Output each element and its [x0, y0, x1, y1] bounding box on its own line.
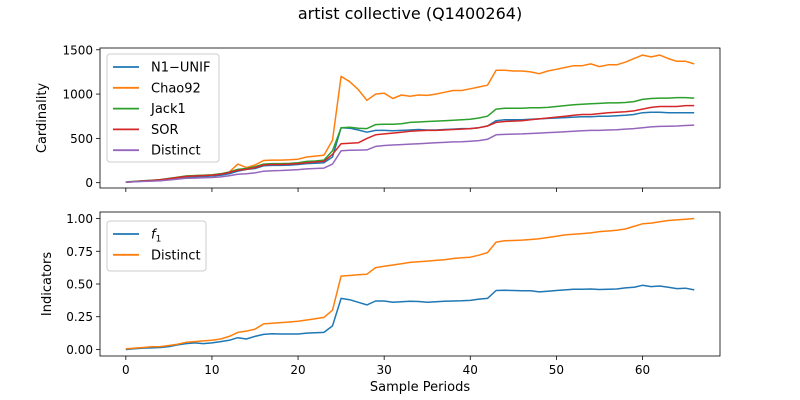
x-tick-label: 40: [463, 363, 478, 377]
x-tick-label: 50: [549, 363, 564, 377]
x-tick-label: 60: [635, 363, 650, 377]
legend: f1 Distinct: [106, 220, 207, 272]
indicators-chart: 0 10 20 30 40 50 60 0.00 0.25 0.50 0.75 1.00 Indicat…: [40, 211, 721, 395]
y-axis-label: Indicators: [40, 252, 55, 316]
y-tick-label: 1500: [62, 43, 93, 57]
series-line-distinct: [125, 124, 695, 183]
y-tick-label: 0.25: [66, 310, 93, 324]
y-tick-label: 0: [85, 176, 93, 190]
series-line-f1: [125, 284, 695, 351]
series-line-sor: [125, 104, 695, 183]
legend-label: Distinct: [151, 144, 201, 159]
legend-label: f1: [151, 228, 161, 245]
legend: N1−UNIF Chao92 Jack1 SOR Distinct: [106, 53, 220, 163]
y-tick-label: 500: [70, 132, 93, 146]
legend-label: Distinct: [151, 248, 201, 263]
x-tick-label: 0: [122, 363, 130, 377]
cardinality-chart: 0 500 1000 1500 Cardinality N1−UNIF Chao92 Jack…: [35, 43, 721, 192]
legend-label: Jack1: [150, 102, 186, 117]
y-axis-label: Cardinality: [35, 83, 50, 154]
x-tick-label: 10: [204, 363, 219, 377]
series-line-distinct: [125, 217, 695, 350]
figure-title: artist collective (Q1400264): [298, 4, 522, 23]
y-tick-label: 0.75: [66, 245, 93, 259]
y-tick-label: 1000: [62, 88, 93, 102]
legend-box: [106, 53, 220, 163]
y-tick-label: 0.50: [66, 278, 93, 292]
legend-label: SOR: [151, 123, 179, 138]
y-tick-label: 0.00: [66, 343, 93, 357]
legend-label: Chao92: [151, 81, 201, 96]
x-axis-label: Sample Periods: [370, 380, 470, 395]
x-tick-label: 20: [290, 363, 305, 377]
y-tick-label: 1.00: [66, 212, 93, 226]
axes-frame: [99, 47, 721, 189]
legend-box: [106, 220, 207, 272]
series-line-n1-unif: [125, 111, 695, 183]
legend-label: N1−UNIF: [151, 61, 210, 76]
x-tick-label: 30: [377, 363, 392, 377]
